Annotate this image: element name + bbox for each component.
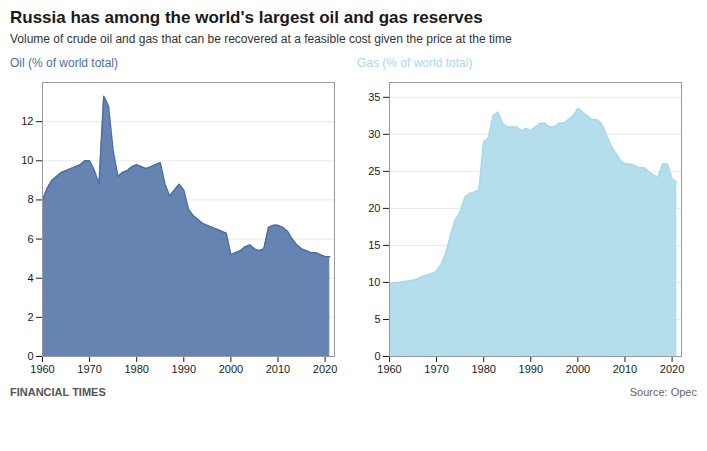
html-text:Source: Opec: Source: Opec	[629, 386, 697, 398]
svg-text:0: 0	[374, 350, 380, 362]
svg-text:4: 4	[27, 272, 33, 284]
svg-text:10: 10	[21, 154, 33, 166]
svg-text:6: 6	[27, 233, 33, 245]
svg-text:1980: 1980	[124, 363, 148, 375]
svg-text:1960: 1960	[377, 363, 401, 375]
svg-text:1970: 1970	[77, 363, 101, 375]
svg-text:15: 15	[368, 239, 380, 251]
svg-text:2010: 2010	[613, 363, 637, 375]
svg-text:1990: 1990	[172, 363, 196, 375]
svg-text:1970: 1970	[424, 363, 448, 375]
svg-text:10: 10	[368, 276, 380, 288]
html-text:FINANCIAL TIMES: FINANCIAL TIMES	[10, 386, 106, 398]
svg-text:1990: 1990	[519, 363, 543, 375]
html-text:Volume of crude oil and gas th: Volume of crude oil and gas that can be …	[10, 32, 512, 46]
svg-text:30: 30	[368, 128, 380, 140]
svg-text:0: 0	[27, 350, 33, 362]
svg-text:12: 12	[21, 115, 33, 127]
html-text:Russia has among the world's l: Russia has among the world's largest oil…	[10, 8, 483, 27]
svg-text:1960: 1960	[30, 363, 54, 375]
svg-text:5: 5	[374, 313, 380, 325]
html-text:Gas (% of world total): Gas (% of world total)	[357, 56, 473, 70]
svg-text:2020: 2020	[313, 363, 337, 375]
svg-text:1980: 1980	[471, 363, 495, 375]
svg-text:8: 8	[27, 193, 33, 205]
svg-text:35: 35	[368, 91, 380, 103]
svg-text:25: 25	[368, 165, 380, 177]
svg-text:2000: 2000	[219, 363, 243, 375]
svg-text:2010: 2010	[266, 363, 290, 375]
svg-text:2: 2	[27, 311, 33, 323]
svg-text:2000: 2000	[566, 363, 590, 375]
svg-text:20: 20	[368, 202, 380, 214]
svg-text:2020: 2020	[660, 363, 684, 375]
html-text:Oil (% of world total): Oil (% of world total)	[10, 56, 118, 70]
